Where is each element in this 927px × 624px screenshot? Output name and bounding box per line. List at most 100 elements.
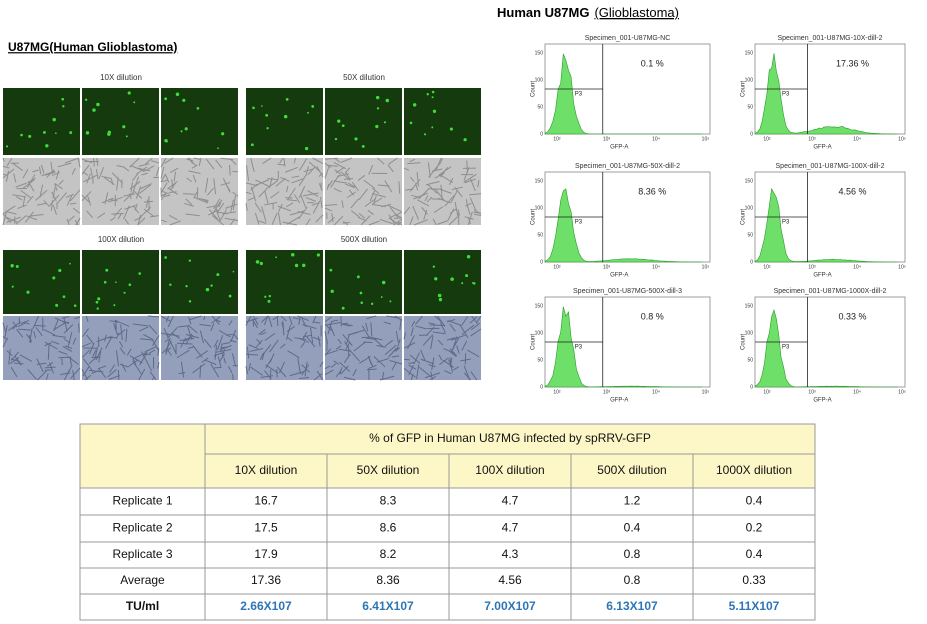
cell-texture (333, 187, 342, 193)
cell-texture (51, 340, 60, 345)
cell-texture (218, 329, 231, 338)
cell-value: 0.8 (624, 547, 641, 561)
cell-texture (470, 328, 482, 337)
gfp-cell (115, 281, 117, 284)
cell-texture (53, 319, 59, 332)
cell-texture (66, 195, 73, 206)
cell-texture (86, 173, 91, 184)
cell-texture (298, 174, 307, 187)
cell-texture (132, 357, 137, 366)
cell-texture (315, 214, 324, 223)
cell-texture (64, 157, 79, 164)
cell-texture (63, 317, 68, 332)
cell-texture (435, 157, 442, 171)
cell-texture (166, 333, 180, 337)
cell-texture (2, 168, 15, 179)
cell-texture (205, 158, 215, 170)
cell-texture (245, 203, 248, 211)
table-cell (692, 593, 816, 621)
cell-texture (143, 200, 154, 203)
cell-texture (330, 363, 337, 368)
y-axis-label: Count (531, 81, 537, 97)
gfp-cell (169, 283, 172, 286)
cell-texture (366, 337, 377, 340)
cell-texture (210, 323, 215, 332)
cell-texture (376, 344, 387, 348)
cell-texture (2, 157, 5, 162)
row-label: TU/ml (126, 599, 159, 613)
cell-texture (52, 204, 57, 215)
cell-texture (358, 188, 368, 201)
cell-texture (117, 212, 123, 220)
cell-texture (368, 164, 374, 175)
x-axis-label: GFP-A (813, 398, 831, 404)
cell-texture (360, 215, 371, 226)
cell-texture (47, 345, 50, 360)
cell-texture (301, 364, 310, 376)
gfp-cell (267, 299, 271, 303)
cell-texture (316, 165, 324, 178)
cell-texture (318, 172, 324, 177)
cell-texture (335, 370, 342, 377)
cell-texture (115, 350, 120, 367)
cell-texture (384, 180, 393, 193)
gate-label: P3 (782, 345, 790, 351)
cell-texture (15, 182, 27, 188)
gfp-cell (375, 95, 380, 100)
y-tick-label: 0 (750, 384, 753, 390)
cell-texture (424, 372, 441, 379)
cell-texture (440, 174, 454, 183)
cell-texture (147, 315, 160, 318)
cell-texture (215, 207, 221, 221)
cell-texture (393, 218, 403, 226)
x-tick-label: 10⁴ (652, 389, 660, 395)
cell-value: 17.9 (254, 547, 278, 561)
cell-texture (132, 323, 148, 327)
gfp-cell (260, 105, 263, 107)
cell-texture (122, 166, 130, 172)
cell-texture (333, 161, 347, 170)
gfp-cell (375, 124, 379, 129)
gfp-cell (10, 264, 14, 268)
gfp-cell (58, 268, 62, 273)
cell-texture (233, 334, 239, 340)
y-tick-label: 0 (540, 131, 543, 137)
cell-texture (13, 173, 17, 183)
cell-texture (210, 363, 220, 378)
x-tick-label: 10³ (603, 389, 611, 395)
gfp-cell (107, 132, 111, 136)
cell-texture (182, 193, 195, 195)
cell-texture (169, 220, 181, 226)
fluorescence-image (246, 250, 323, 314)
cell-texture (132, 360, 142, 375)
gfp-cell (426, 93, 429, 96)
cell-texture (413, 219, 429, 226)
cell-texture (269, 339, 279, 353)
cell-texture (449, 357, 453, 373)
gate-label: P3 (782, 220, 790, 226)
cell-texture (379, 218, 393, 225)
cell-texture (263, 315, 269, 326)
y-tick-label: 100 (535, 77, 544, 83)
cell-texture (160, 157, 167, 168)
cell-texture (155, 166, 160, 177)
cell-texture (261, 353, 265, 361)
cell-texture (67, 355, 79, 365)
cell-value: 0.33 (742, 573, 766, 587)
cell-texture (282, 320, 285, 336)
cell-texture (69, 358, 72, 366)
cell-texture (280, 315, 287, 322)
table-cell (204, 541, 328, 569)
cell-texture (469, 177, 476, 192)
cell-texture (71, 167, 76, 175)
cell-texture (370, 322, 373, 337)
histogram-title: Specimen_001-U87MG-100X-dill-2 (776, 163, 885, 170)
cell-texture (352, 368, 357, 377)
cell-texture (4, 325, 8, 339)
gfp-cell (432, 265, 436, 268)
gfp-cell (334, 137, 338, 141)
cell-texture (138, 326, 149, 332)
histogram-title: Specimen_001-U87MG-10X-dill-2 (777, 35, 882, 42)
cell-texture (217, 356, 222, 367)
gfp-cell (461, 282, 464, 285)
